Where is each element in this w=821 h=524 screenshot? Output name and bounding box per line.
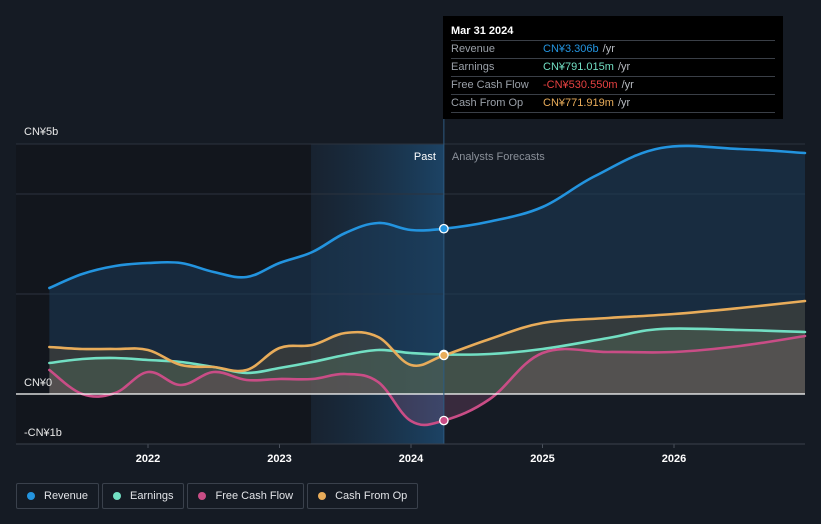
tooltip-label: Revenue [451, 43, 496, 55]
past-label: Past [414, 151, 436, 163]
x-tick-label: 2022 [136, 453, 160, 465]
y-tick-label: CN¥5b [24, 126, 58, 138]
tooltip-label: Free Cash Flow [451, 79, 529, 91]
x-tick-label: 2023 [267, 453, 291, 465]
tooltip-value: CN¥3.306b [543, 43, 599, 55]
cash-from-op-dot-icon [318, 492, 327, 500]
cash-from-op-area [49, 301, 805, 394]
revenue-line [48, 144, 807, 290]
legend-item-earnings[interactable]: Earnings [102, 483, 185, 509]
legend-item-revenue[interactable]: Revenue [16, 483, 100, 509]
legend-item-cash-from-op[interactable]: Cash From Op [307, 483, 419, 509]
revenue-dot-icon [27, 492, 35, 500]
x-tick-label: 2026 [662, 453, 686, 465]
tooltip-unit: /yr [621, 79, 634, 91]
tooltip-label: Cash From Op [451, 97, 524, 109]
legend: Revenue Earnings Free Cash Flow Cash Fro… [16, 483, 419, 509]
analysts-forecasts-label: Analysts Forecasts [452, 151, 545, 163]
x-tick-label: 2025 [530, 453, 554, 465]
free-cash-flow-marker [439, 415, 449, 426]
hover-markers [439, 223, 449, 426]
tooltip-row-cash-from-op: Cash From Op CN¥771.919m /yr [451, 95, 775, 113]
legend-label: Revenue [44, 490, 89, 502]
y-axis: CN¥5b CN¥0 -CN¥1b [24, 126, 62, 439]
earnings-dot-icon [113, 492, 122, 500]
legend-item-free-cash-flow[interactable]: Free Cash Flow [187, 483, 305, 509]
cash-from-op-marker [439, 350, 449, 361]
series-lines [48, 144, 807, 427]
tooltip-row-free-cash-flow: Free Cash Flow -CN¥530.550m /yr [451, 77, 775, 95]
tooltip-value: CN¥771.919m [543, 97, 614, 109]
x-axis: 2022 2023 2024 2025 2026 [16, 443, 805, 465]
revenue-area [49, 145, 805, 394]
tooltip-date: Mar 31 2024 [451, 22, 775, 41]
legend-label: Earnings [130, 490, 174, 502]
y-tick-label: -CN¥1b [24, 427, 62, 439]
free-cash-flow-area [49, 336, 805, 425]
tooltip-value: CN¥791.015m [543, 61, 614, 73]
x-tick-label: 2024 [399, 453, 424, 465]
free-cash-flow-line [48, 334, 807, 427]
series-areas [49, 145, 805, 425]
y-tick-label: CN¥0 [24, 377, 52, 389]
tooltip-row-revenue: Revenue CN¥3.306b /yr [451, 41, 775, 59]
cash-from-op-line [48, 299, 807, 373]
earnings-line [48, 327, 807, 375]
tooltip: Mar 31 2024 Revenue CN¥3.306b /yr Earnin… [443, 16, 783, 119]
tooltip-value: -CN¥530.550m [543, 79, 618, 91]
tooltip-label: Earnings [451, 61, 495, 73]
revenue-marker [439, 223, 449, 234]
tooltip-unit: /yr [602, 43, 615, 55]
legend-label: Cash From Op [335, 490, 408, 502]
legend-label: Free Cash Flow [215, 490, 294, 502]
tooltip-unit: /yr [617, 61, 631, 73]
tooltip-unit: /yr [617, 97, 631, 109]
tooltip-row-earnings: Earnings CN¥791.015m /yr [451, 59, 775, 77]
free-cash-flow-dot-icon [198, 492, 207, 500]
